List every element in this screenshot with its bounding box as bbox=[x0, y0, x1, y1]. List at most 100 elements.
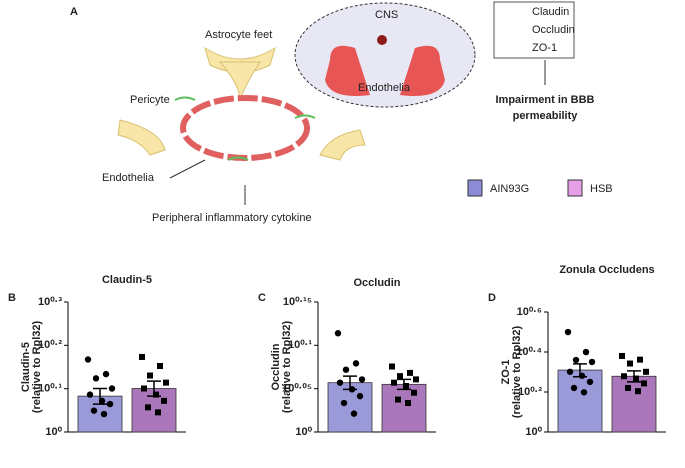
y-tick-label: 10⁰·³ bbox=[38, 296, 62, 308]
label: Impairment in BBB bbox=[495, 94, 594, 106]
y-label-note: (relative to Rpl32) bbox=[281, 321, 293, 414]
data-point bbox=[633, 375, 639, 382]
data-point bbox=[405, 400, 411, 407]
legend-label: AIN93G bbox=[490, 183, 529, 195]
label: Endothelia bbox=[102, 172, 155, 184]
label: permeability bbox=[513, 110, 579, 122]
data-point bbox=[350, 410, 358, 417]
data-point bbox=[153, 391, 159, 398]
label: CNS bbox=[375, 9, 398, 21]
data-point bbox=[106, 400, 114, 408]
label: Claudin bbox=[532, 6, 569, 18]
bar bbox=[611, 375, 657, 433]
data-point bbox=[578, 372, 586, 379]
y-label: Occludin bbox=[270, 343, 282, 390]
data-point bbox=[342, 366, 350, 373]
y-tick-label: 10⁰·² bbox=[518, 386, 542, 398]
y-tick-label: 10⁰·¹ bbox=[288, 339, 312, 351]
data-point bbox=[395, 396, 401, 403]
diagram: A Pericyte Astrocyte feet Endothelia Per… bbox=[70, 1, 595, 224]
data-point bbox=[141, 385, 147, 392]
legend: AIN93G HSB bbox=[467, 179, 613, 197]
y-tick-label: 10⁰·² bbox=[38, 339, 62, 351]
data-point bbox=[407, 369, 413, 376]
y-tick-label: 10⁰·¹⁵ bbox=[283, 296, 312, 308]
data-point bbox=[397, 373, 403, 380]
data-point bbox=[340, 399, 348, 407]
data-point bbox=[102, 370, 110, 378]
data-point bbox=[334, 330, 342, 337]
data-point bbox=[358, 376, 366, 383]
bar bbox=[381, 383, 427, 433]
y-label-note: (relative to Rpl32) bbox=[511, 326, 523, 419]
data-point bbox=[635, 388, 641, 395]
cell bbox=[325, 45, 370, 96]
astrocyte bbox=[319, 129, 366, 161]
data-point bbox=[145, 404, 151, 411]
data-point bbox=[161, 397, 167, 404]
bar bbox=[557, 369, 603, 433]
data-point bbox=[86, 391, 94, 398]
data-point bbox=[643, 368, 649, 375]
data-point bbox=[627, 360, 633, 367]
label: Peripheral inflammatory cytokine bbox=[152, 212, 312, 224]
data-point bbox=[157, 363, 163, 370]
y-label-note: (relative to Rpl32) bbox=[31, 321, 43, 414]
data-point bbox=[92, 375, 100, 382]
data-point bbox=[625, 384, 631, 391]
data-point bbox=[411, 389, 417, 396]
vessel bbox=[180, 95, 310, 161]
data-point bbox=[139, 353, 145, 360]
data-point bbox=[163, 379, 169, 386]
data-point bbox=[564, 328, 572, 336]
data-point bbox=[155, 409, 161, 416]
y-tick-label: 10⁰·⁴ bbox=[516, 346, 542, 358]
data-point bbox=[336, 379, 344, 386]
data-point bbox=[403, 382, 409, 389]
y-label: ZO-1 bbox=[500, 359, 512, 384]
data-point bbox=[391, 379, 397, 386]
data-point bbox=[108, 385, 116, 392]
data-point bbox=[100, 410, 108, 418]
data-point bbox=[637, 356, 643, 363]
data-point bbox=[413, 376, 419, 383]
cytokine-dot bbox=[377, 35, 387, 45]
data-point bbox=[98, 397, 106, 405]
y-tick-label: 10⁰·⁶ bbox=[517, 306, 542, 318]
data-point bbox=[352, 360, 360, 367]
chart-title: Zonula Occludens bbox=[559, 264, 654, 276]
panel-label: D bbox=[488, 292, 496, 304]
data-point bbox=[621, 373, 627, 380]
y-label: Claudin-5 bbox=[20, 342, 32, 392]
label: Astrocyte feet bbox=[205, 29, 272, 41]
legend-swatch bbox=[567, 179, 583, 197]
label: Occludin bbox=[532, 24, 575, 36]
panel-label: A bbox=[70, 6, 78, 18]
data-point bbox=[580, 389, 588, 396]
chart-title: Occludin bbox=[353, 277, 400, 289]
panel-label: C bbox=[258, 292, 266, 304]
data-point bbox=[582, 348, 590, 356]
data-point bbox=[619, 352, 625, 359]
y-tick-label: 10⁰ bbox=[45, 426, 62, 438]
y-tick-label: 10⁰·⁰⁵ bbox=[282, 383, 312, 395]
y-tick-label: 10⁰·¹ bbox=[38, 383, 62, 395]
label: ZO-1 bbox=[532, 42, 557, 54]
label: Endothelia bbox=[358, 82, 411, 94]
panel-label: B bbox=[8, 292, 16, 304]
data-point bbox=[586, 378, 594, 386]
data-point bbox=[566, 368, 574, 375]
data-point bbox=[147, 372, 153, 379]
cell bbox=[400, 45, 445, 96]
data-point bbox=[572, 356, 580, 364]
y-tick-label: 10⁰ bbox=[525, 426, 542, 438]
data-point bbox=[356, 392, 364, 400]
chart-title: Claudin-5 bbox=[102, 274, 152, 286]
pericyte bbox=[174, 96, 316, 161]
astrocyte bbox=[218, 61, 261, 101]
arrow bbox=[169, 159, 206, 179]
astrocyte bbox=[117, 119, 166, 156]
data-point bbox=[348, 386, 356, 393]
